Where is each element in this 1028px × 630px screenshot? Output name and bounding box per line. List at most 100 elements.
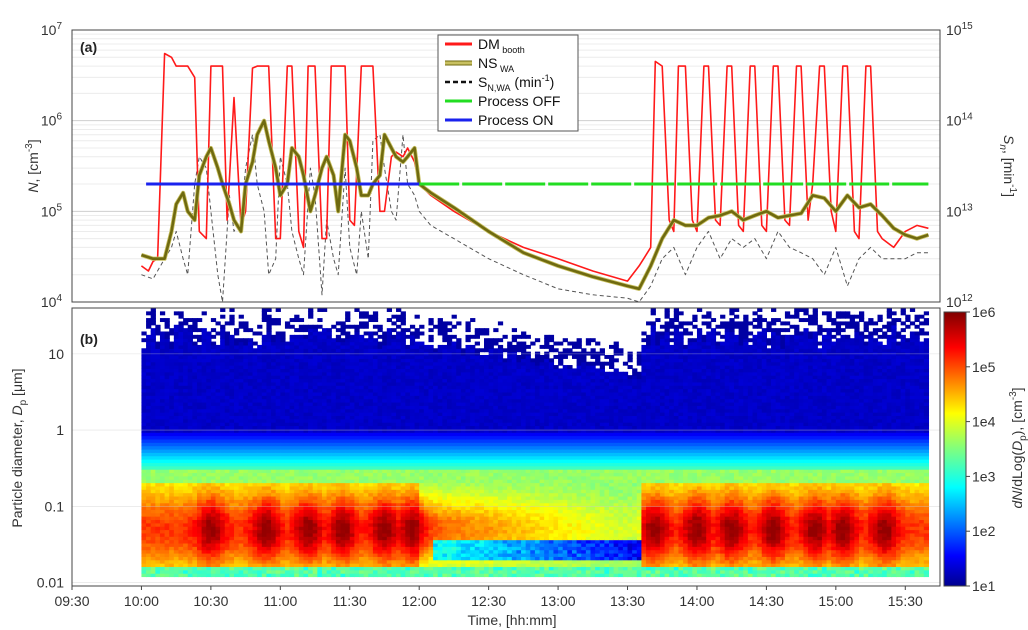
heatmap-cell (349, 482, 355, 487)
heatmap-cell (331, 438, 337, 443)
heatmap-cell (433, 448, 439, 453)
heatmap-cell (224, 348, 230, 353)
heatmap-cell (400, 516, 406, 521)
heatmap-cell (289, 438, 295, 443)
heatmap-cell (164, 401, 170, 406)
heatmap-cell (261, 569, 268, 574)
heatmap-cell (428, 475, 434, 480)
heatmap-cell (275, 368, 281, 373)
heatmap-cell (354, 502, 360, 507)
heatmap-cell (224, 569, 230, 574)
heatmap-cell (326, 482, 332, 487)
heatmap-cell (192, 529, 198, 534)
heatmap-cell (206, 438, 212, 443)
heatmap-cell (335, 573, 342, 578)
heatmap-cell (294, 529, 300, 534)
heatmap-cell (234, 375, 240, 380)
panel-a-label: (a) (80, 39, 97, 55)
heatmap-cell (345, 542, 351, 547)
heatmap-cell (405, 334, 411, 339)
heatmap-cell (419, 482, 425, 487)
heatmap-cell (312, 398, 318, 403)
heatmap-cell (382, 418, 388, 423)
heatmap-cell (275, 512, 281, 517)
heatmap-cell (321, 365, 328, 370)
heatmap-cell (391, 344, 397, 349)
heatmap-cell (169, 452, 175, 457)
heatmap-cell (321, 542, 328, 547)
heatmap-cell (271, 365, 277, 370)
heatmap-cell (178, 495, 184, 500)
heatmap-cell (187, 425, 193, 430)
heatmap-cell (169, 368, 175, 373)
heatmap-cell (261, 516, 268, 521)
heatmap-cell (284, 445, 291, 450)
heatmap-cell (331, 492, 337, 497)
heatmap-cell (363, 492, 369, 497)
heatmap-cell (252, 375, 258, 380)
heatmap-cell (192, 354, 198, 359)
heatmap-cell (419, 358, 425, 363)
heatmap-cell (187, 445, 193, 450)
heatmap-cell (192, 563, 198, 568)
heatmap-cell (345, 448, 351, 453)
heatmap-cell (419, 489, 425, 494)
heatmap-cell (331, 542, 337, 547)
heatmap-cell (173, 552, 180, 557)
heatmap-cell (187, 465, 193, 470)
heatmap-cell (382, 401, 388, 406)
heatmap-cell (359, 438, 365, 443)
heatmap-cell (354, 489, 360, 494)
heatmap-cell (359, 475, 365, 480)
heatmap-cell (317, 485, 323, 490)
heatmap-cell (414, 529, 420, 534)
heatmap-cell (298, 338, 305, 343)
heatmap-cell (349, 438, 355, 443)
heatmap-cell (206, 388, 212, 393)
heatmap-cell (446, 559, 453, 564)
heatmap-cell (354, 465, 360, 470)
heatmap-cell (257, 489, 263, 494)
heatmap-cell (164, 408, 170, 413)
heatmap-cell (183, 385, 189, 390)
heatmap-cell (146, 388, 152, 393)
heatmap-cell (414, 556, 420, 561)
heatmap-cell (414, 358, 420, 363)
heatmap-cell (187, 519, 193, 524)
heatmap-cell (141, 526, 147, 531)
heatmap-cell (289, 358, 295, 363)
heatmap-cell (382, 499, 388, 504)
heatmap-cell (173, 452, 180, 457)
heatmap-cell (423, 469, 430, 474)
heatmap-cell (340, 331, 346, 336)
heatmap-cell (428, 479, 434, 484)
heatmap-cell (363, 499, 369, 504)
heatmap-cell (391, 455, 397, 460)
heatmap-cell (238, 529, 244, 534)
heatmap-cell (155, 516, 161, 521)
heatmap-cell (349, 365, 355, 370)
heatmap-cell (391, 516, 397, 521)
heatmap-cell (201, 469, 207, 474)
heatmap-cell (368, 371, 374, 376)
heatmap-cell (372, 391, 379, 396)
heatmap-cell (284, 365, 291, 370)
heatmap-cell (372, 499, 379, 504)
heatmap-cell (183, 452, 189, 457)
heatmap-cell (201, 428, 207, 433)
heatmap-cell (141, 509, 147, 514)
heatmap-cell (349, 546, 355, 551)
heatmap-cell (354, 566, 360, 571)
heatmap-cell (298, 469, 305, 474)
heatmap-cell (312, 522, 318, 527)
heatmap-cell (247, 539, 254, 544)
heatmap-cell (257, 465, 263, 470)
heatmap-cell (159, 472, 166, 477)
heatmap-cell (368, 502, 374, 507)
heatmap-cell (257, 556, 263, 561)
heatmap-cell (298, 415, 305, 420)
heatmap-cell (289, 549, 295, 554)
heatmap-cell (155, 566, 161, 571)
heatmap-cell (331, 559, 337, 564)
heatmap-cell (308, 358, 314, 363)
